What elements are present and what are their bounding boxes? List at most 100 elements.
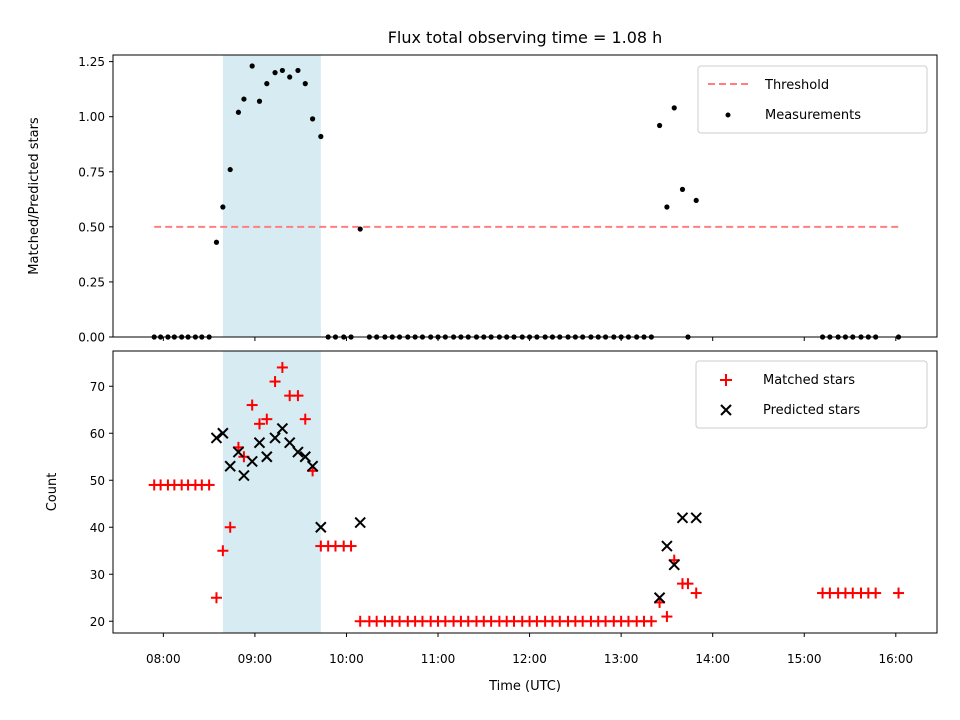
predicted-star-point — [299, 451, 311, 463]
predicted-star-point — [661, 540, 673, 552]
top-legend: Threshold Measurements — [697, 65, 928, 134]
matched-star-point — [299, 413, 311, 425]
legend-threshold-label: Threshold — [764, 78, 829, 93]
matched-star-point — [217, 545, 229, 557]
bottom-x-ticks: 08:00 09:00 10:00 11:00 12:00 13:00 14:00 15:00… — [146, 633, 913, 666]
predicted-star-point — [246, 455, 258, 468]
matched-star-point — [690, 587, 702, 599]
predicted-star-point — [315, 521, 327, 533]
matched-star-point — [345, 540, 357, 552]
measurement-point — [220, 204, 226, 210]
top-y-tick-label: 0.75 — [78, 165, 105, 179]
top-y-tick-label: 0.00 — [78, 331, 105, 345]
bottom-y-tick-label: 70 — [90, 380, 105, 394]
matched-star-point — [261, 413, 273, 425]
x-tick-label: 14:00 — [695, 652, 730, 666]
predicted-star-point — [269, 432, 281, 444]
predicted-star-point — [210, 432, 223, 444]
top-y-tick-label: 1.25 — [78, 55, 105, 69]
top-axes-frame — [112, 54, 938, 338]
measurement-point — [256, 98, 263, 104]
bottom-panel: 20 30 40 50 60 70 08:00 09:00 10:00 11:00 12:00 13… — [45, 350, 938, 694]
measurement-point — [295, 67, 301, 74]
matched-star-point — [661, 611, 673, 623]
bottom-legend-box — [695, 360, 928, 429]
legend-matched-swatch — [720, 374, 732, 386]
x-axis-label: Time (UTC) — [488, 679, 561, 694]
matched-star-point — [276, 361, 288, 373]
x-tick-label: 08:00 — [146, 652, 181, 666]
top-y-tick-label: 0.50 — [78, 220, 105, 234]
measurement-point — [671, 105, 677, 111]
measurement-point — [309, 116, 316, 122]
measurement-point — [656, 122, 663, 129]
bottom-y-tick-label: 50 — [90, 474, 105, 488]
bottom-y-tick-label: 40 — [90, 521, 105, 535]
measurement-point — [357, 226, 363, 232]
matched-star-point — [253, 418, 265, 430]
bottom-y-tick-label: 30 — [90, 568, 105, 582]
matched-star-point — [292, 390, 304, 402]
chart-title: Flux total observing time = 1.08 h — [388, 28, 663, 47]
predicted-star-point — [224, 460, 236, 472]
predicted-star-point — [217, 427, 229, 439]
predicted-star-point — [292, 446, 304, 458]
legend-matched-label: Matched stars — [763, 373, 855, 388]
top-observing-window-shade — [222, 55, 321, 337]
x-tick-label: 11:00 — [421, 652, 456, 666]
legend-predicted-swatch — [720, 404, 732, 416]
measurement-point — [249, 63, 255, 69]
measurement-point — [318, 133, 324, 140]
predicted-star-point — [232, 446, 245, 458]
measurement-point — [213, 239, 220, 245]
bottom-y-tick-label: 60 — [90, 427, 105, 441]
measurement-point — [272, 70, 278, 76]
measurement-point — [241, 96, 247, 102]
top-y-axis-label: Matched/Predicted stars — [27, 117, 42, 275]
top-legend-box — [697, 65, 928, 134]
matched-star-point — [893, 587, 905, 599]
top-x-ticks — [162, 337, 897, 341]
legend-measurements-swatch — [725, 112, 731, 118]
measurement-point — [287, 74, 293, 80]
matched-star-point — [210, 592, 222, 604]
matched-star-point — [645, 615, 657, 627]
matched-star-point — [224, 521, 236, 533]
measurement-point — [693, 197, 699, 204]
matched-star-point — [682, 578, 694, 590]
measurement-point — [227, 166, 233, 173]
bottom-axes-frame — [112, 350, 938, 634]
x-tick-label: 16:00 — [879, 652, 914, 666]
predicted-star-point — [238, 469, 250, 482]
measurement-point — [235, 109, 242, 115]
top-y-ticks: 0.00 0.25 0.50 0.75 1.00 1.25 — [78, 55, 113, 345]
top-panel: 0.00 0.25 0.50 0.75 1.00 1.25 Matched/Predict… — [27, 54, 938, 345]
bottom-y-axis-label: Count — [45, 473, 60, 512]
predicted-star-point — [668, 559, 680, 571]
predicted-star-point — [354, 516, 366, 529]
predicted-star-point — [253, 436, 266, 449]
matched-star-point — [246, 399, 258, 411]
top-y-tick-label: 1.00 — [78, 110, 105, 124]
x-tick-label: 12:00 — [512, 652, 547, 666]
x-tick-label: 09:00 — [238, 652, 273, 666]
predicted-star-point — [653, 592, 666, 604]
measurement-point — [664, 204, 670, 210]
measurement-point — [279, 67, 285, 74]
star-count-points — [148, 361, 905, 627]
matched-star-point — [269, 376, 281, 388]
predicted-star-point — [306, 460, 319, 472]
matched-star-point — [203, 479, 215, 491]
legend-predicted-label: Predicted stars — [763, 403, 860, 418]
predicted-star-point — [261, 451, 273, 463]
measurement-point — [264, 81, 270, 87]
top-y-tick-label: 0.25 — [78, 275, 105, 289]
predicted-star-point — [283, 436, 296, 449]
bottom-legend: Matched stars Predicted stars — [695, 360, 928, 429]
predicted-star-point — [276, 422, 289, 435]
measurement-point — [679, 186, 686, 192]
matched-star-point — [870, 587, 882, 599]
bottom-y-tick-label: 20 — [90, 615, 105, 629]
bottom-y-ticks: 20 30 40 50 60 70 — [90, 380, 113, 629]
